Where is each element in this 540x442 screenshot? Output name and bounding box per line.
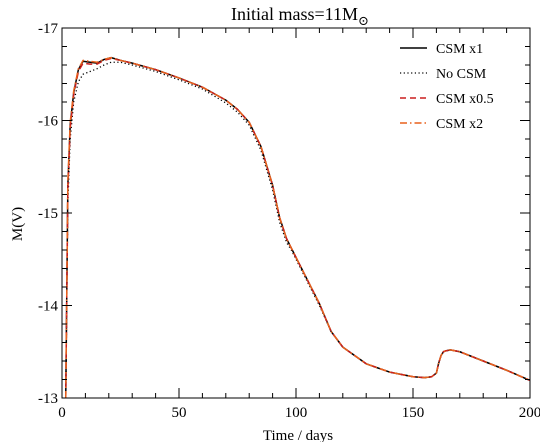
y-tick-label: -16 — [38, 114, 58, 130]
y-axis-label: M(V) — [10, 207, 26, 241]
legend-label: CSM x1 — [436, 42, 483, 57]
chart-title-text: Initial mass=11M — [231, 4, 358, 24]
y-tick-label: -13 — [38, 391, 58, 407]
series-line-csm-x1 — [64, 56, 530, 398]
axes: 0 50 100 150 200 -13 -14 -15 -16 -17 — [38, 21, 540, 421]
y-tick-label: -14 — [38, 299, 58, 315]
legend-label: No CSM — [436, 67, 487, 82]
plot-frame — [61, 27, 531, 399]
series-line-csm-x2 — [64, 56, 530, 398]
series-line-csm-x0-5 — [64, 57, 530, 398]
solar-symbol: ⊙ — [358, 13, 369, 28]
x-tick-label: 200 — [519, 405, 540, 421]
x-axis-label: Time / days — [263, 428, 333, 442]
chart-title: Initial mass=11M⊙ — [231, 4, 369, 28]
y-tick-label: -15 — [38, 206, 58, 222]
plot-content — [64, 56, 530, 398]
x-tick-label: 100 — [285, 405, 308, 421]
legend: CSM x1 No CSM CSM x0.5 CSM x2 — [400, 42, 494, 132]
y-tick-label: -17 — [38, 21, 58, 37]
x-tick-label: 0 — [58, 405, 66, 421]
legend-label: CSM x0.5 — [436, 92, 494, 107]
x-tick-label: 150 — [402, 405, 425, 421]
x-tick-label: 50 — [172, 405, 187, 421]
legend-label: CSM x2 — [436, 117, 483, 132]
series-line-no-csm — [65, 61, 530, 398]
